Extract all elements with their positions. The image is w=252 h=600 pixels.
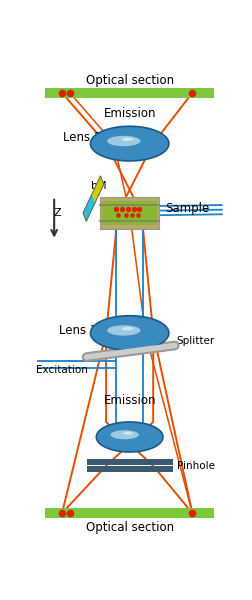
- Bar: [86, 460, 172, 466]
- Ellipse shape: [121, 137, 133, 141]
- Text: Lens 2: Lens 2: [63, 131, 101, 144]
- Text: Pinhole: Pinhole: [176, 461, 214, 470]
- Bar: [45, 88, 213, 98]
- Polygon shape: [90, 316, 168, 350]
- Bar: [45, 508, 213, 518]
- Text: Emission: Emission: [103, 107, 155, 120]
- Text: Lens 1: Lens 1: [59, 324, 97, 337]
- Ellipse shape: [121, 327, 133, 331]
- Ellipse shape: [110, 430, 138, 439]
- Polygon shape: [83, 194, 95, 221]
- Ellipse shape: [122, 432, 133, 435]
- Bar: [102, 201, 156, 225]
- Ellipse shape: [107, 136, 140, 146]
- Polygon shape: [90, 126, 168, 161]
- Text: Emission: Emission: [103, 394, 155, 407]
- Polygon shape: [96, 422, 162, 452]
- Text: Splitter: Splitter: [176, 337, 214, 346]
- Text: Excitation: Excitation: [35, 365, 87, 375]
- Text: bM: bM: [91, 181, 107, 191]
- Text: Z: Z: [53, 208, 61, 218]
- Text: Optical section: Optical section: [85, 74, 173, 87]
- Text: Optical section: Optical section: [85, 521, 173, 533]
- Text: Sample: Sample: [164, 202, 208, 215]
- Bar: [86, 466, 172, 472]
- Ellipse shape: [107, 325, 140, 335]
- Polygon shape: [83, 176, 100, 221]
- Bar: [100, 197, 159, 229]
- Polygon shape: [86, 176, 103, 221]
